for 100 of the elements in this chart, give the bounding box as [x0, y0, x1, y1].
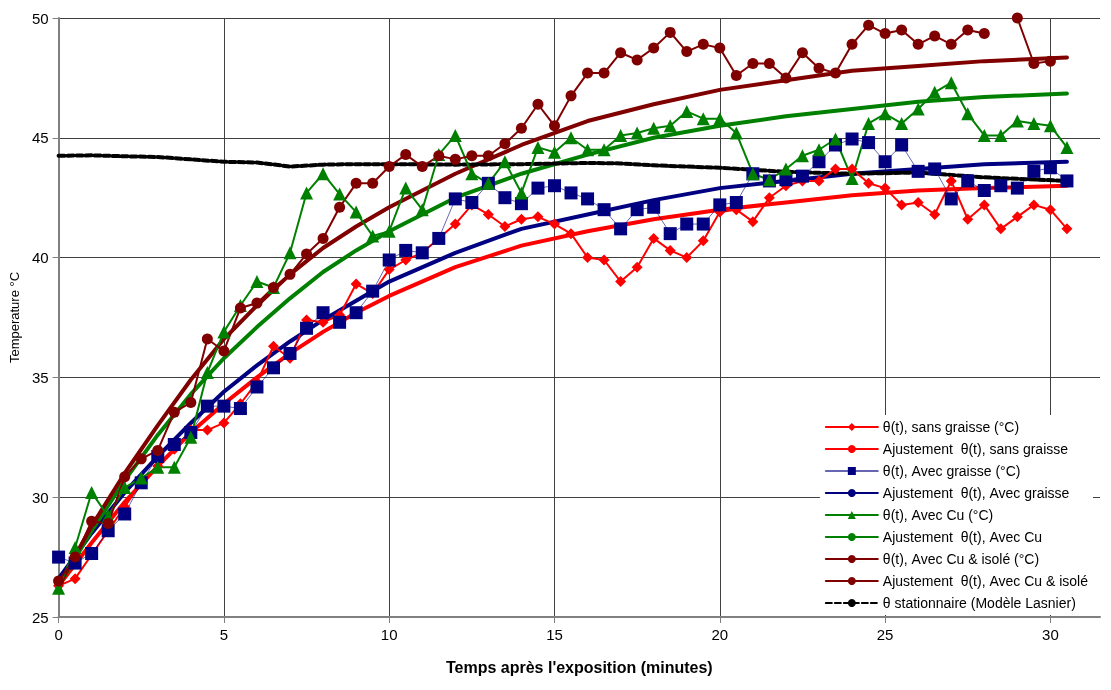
point [532, 98, 544, 110]
point [582, 67, 594, 79]
legend-label: Ajustement θ(t), Avec Cu [882, 529, 1043, 545]
x-tick-label: 5 [219, 626, 229, 643]
point [763, 192, 775, 204]
point [796, 47, 808, 59]
point [482, 150, 494, 162]
point [813, 175, 825, 187]
point [267, 340, 279, 352]
point [582, 252, 594, 264]
legend-label: Ajustement θ(t), sans graisse [882, 441, 1069, 457]
point [102, 518, 114, 530]
legend-label: θ(t), sans graisse (°C) [882, 419, 1020, 435]
point [929, 208, 941, 220]
point [631, 261, 643, 273]
point [648, 42, 660, 54]
point [400, 149, 412, 161]
legend-label: θ(t), Avec Cu (°C) [882, 507, 994, 523]
point [912, 38, 924, 50]
point [945, 175, 957, 187]
point [896, 24, 908, 36]
point [383, 161, 395, 173]
point [615, 47, 627, 59]
point [53, 575, 65, 587]
legend-label: Ajustement θ(t), Avec graisse [882, 485, 1070, 501]
point [664, 244, 676, 256]
x-tick-label: 0 [54, 626, 63, 643]
point [499, 220, 511, 232]
point [863, 19, 875, 31]
point [978, 199, 990, 211]
point [218, 345, 230, 357]
point [830, 67, 842, 79]
point [515, 122, 527, 134]
point [549, 218, 560, 230]
point [317, 232, 329, 244]
x-tick-label: 20 [711, 626, 729, 643]
point [763, 58, 775, 70]
x-tick-label: 30 [1042, 626, 1059, 643]
point [896, 199, 908, 211]
point [648, 232, 660, 244]
point [780, 72, 792, 84]
y-tick-label: 45 [31, 129, 49, 147]
y-tick-label: 35 [31, 368, 49, 386]
point [598, 254, 610, 266]
point [449, 218, 461, 230]
x-tick-label: 15 [546, 626, 563, 643]
point [251, 297, 263, 309]
point [846, 163, 858, 175]
point [499, 138, 511, 150]
point [86, 515, 98, 527]
point [598, 67, 610, 79]
y-tick-label: 40 [31, 249, 49, 267]
y-tick-label: 30 [31, 488, 49, 506]
legend-label: Ajustement θ(t), Avec Cu & isolé [882, 573, 1089, 589]
point [1044, 204, 1056, 216]
point [1011, 12, 1023, 24]
point [681, 46, 693, 58]
point [879, 28, 891, 40]
point [201, 333, 213, 345]
point [350, 278, 362, 290]
point [367, 177, 379, 189]
legend-label: θ(t), Avec Cu & isolé (°C) [882, 551, 1040, 567]
point [69, 551, 81, 563]
point [863, 177, 875, 189]
point [912, 196, 924, 208]
point [549, 120, 560, 132]
point [532, 211, 544, 223]
point [565, 90, 577, 102]
point [714, 42, 726, 54]
point [929, 30, 941, 42]
y-tick-label: 25 [31, 608, 49, 626]
point [962, 213, 974, 225]
y-tick-label: 50 [31, 9, 49, 27]
y-axis-title: Temperature °C [7, 271, 22, 364]
point [631, 54, 643, 66]
x-tick-label: 25 [876, 626, 894, 643]
point [482, 208, 494, 220]
point [978, 28, 990, 40]
point [1011, 211, 1023, 223]
point [681, 252, 693, 264]
point [168, 406, 180, 418]
point [152, 444, 164, 456]
x-tick-label: 10 [380, 626, 398, 643]
point [119, 471, 131, 483]
point [69, 573, 81, 585]
point [185, 397, 197, 409]
point [1061, 223, 1073, 235]
point [466, 150, 478, 162]
point [664, 26, 676, 38]
point [846, 38, 858, 50]
point [945, 38, 957, 50]
point [813, 62, 825, 74]
point [416, 161, 428, 173]
point [135, 453, 147, 465]
point [697, 235, 709, 247]
point [284, 268, 296, 280]
point [747, 58, 759, 70]
point [515, 213, 527, 225]
point [1044, 55, 1056, 67]
point [350, 177, 362, 189]
